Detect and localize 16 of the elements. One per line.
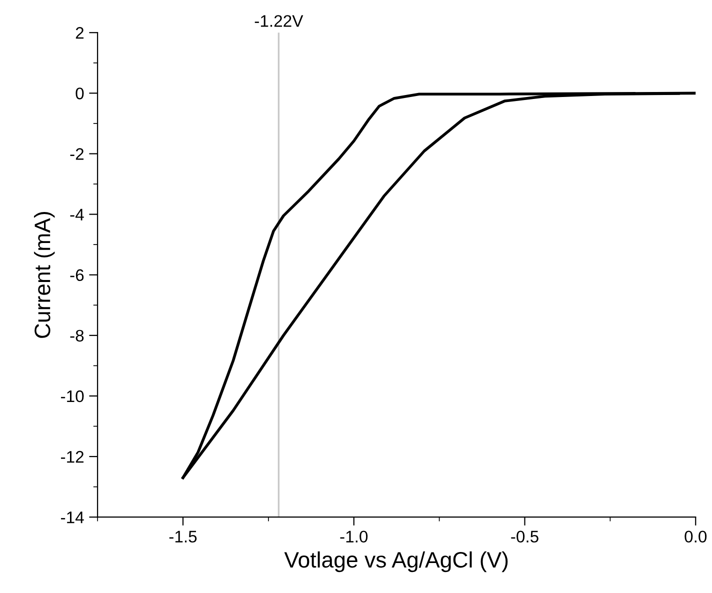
x-tick-label: -1.0 [340, 530, 368, 543]
y-tick-label: -12 [61, 450, 84, 463]
y-tick-label: 2 [76, 27, 84, 39]
x-tick-label: -0.5 [511, 530, 538, 543]
y-tick-label: -14 [61, 512, 84, 524]
y-tick-label: 0 [76, 88, 84, 100]
x-tick-label: 0.0 [684, 530, 707, 543]
y-axis-title: Current (mA) [34, 212, 55, 338]
y-tick-label: -6 [70, 269, 84, 282]
y-tick-label: -2 [70, 148, 84, 160]
y-tick-label: -4 [70, 208, 84, 220]
y-tick-label: -8 [70, 330, 84, 342]
x-tick-label: -1.5 [169, 530, 197, 543]
y-tick-label: -10 [61, 390, 84, 402]
x-axis-title: Votlage vs Ag/AgCl (V) [284, 551, 508, 572]
ref-line-label: -1.22V [254, 15, 304, 27]
